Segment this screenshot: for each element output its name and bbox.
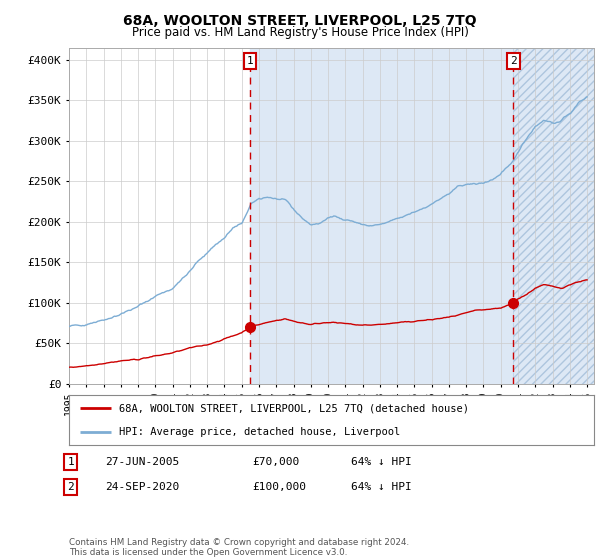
Text: 2: 2	[510, 56, 517, 66]
Text: £100,000: £100,000	[252, 482, 306, 492]
Text: 1: 1	[67, 457, 74, 467]
Text: 68A, WOOLTON STREET, LIVERPOOL, L25 7TQ (detached house): 68A, WOOLTON STREET, LIVERPOOL, L25 7TQ …	[119, 403, 469, 413]
Text: 68A, WOOLTON STREET, LIVERPOOL, L25 7TQ: 68A, WOOLTON STREET, LIVERPOOL, L25 7TQ	[123, 14, 477, 28]
Text: 24-SEP-2020: 24-SEP-2020	[105, 482, 179, 492]
Bar	[514, 48, 594, 384]
Text: HPI: Average price, detached house, Liverpool: HPI: Average price, detached house, Live…	[119, 427, 400, 437]
Text: 64% ↓ HPI: 64% ↓ HPI	[351, 482, 412, 492]
Bar	[250, 48, 514, 384]
Text: £70,000: £70,000	[252, 457, 299, 467]
Text: Contains HM Land Registry data © Crown copyright and database right 2024.
This d: Contains HM Land Registry data © Crown c…	[69, 538, 409, 557]
Text: 27-JUN-2005: 27-JUN-2005	[105, 457, 179, 467]
Text: 64% ↓ HPI: 64% ↓ HPI	[351, 457, 412, 467]
Text: Price paid vs. HM Land Registry's House Price Index (HPI): Price paid vs. HM Land Registry's House …	[131, 26, 469, 39]
Bar	[514, 48, 594, 384]
Text: 1: 1	[247, 56, 254, 66]
Text: 2: 2	[67, 482, 74, 492]
